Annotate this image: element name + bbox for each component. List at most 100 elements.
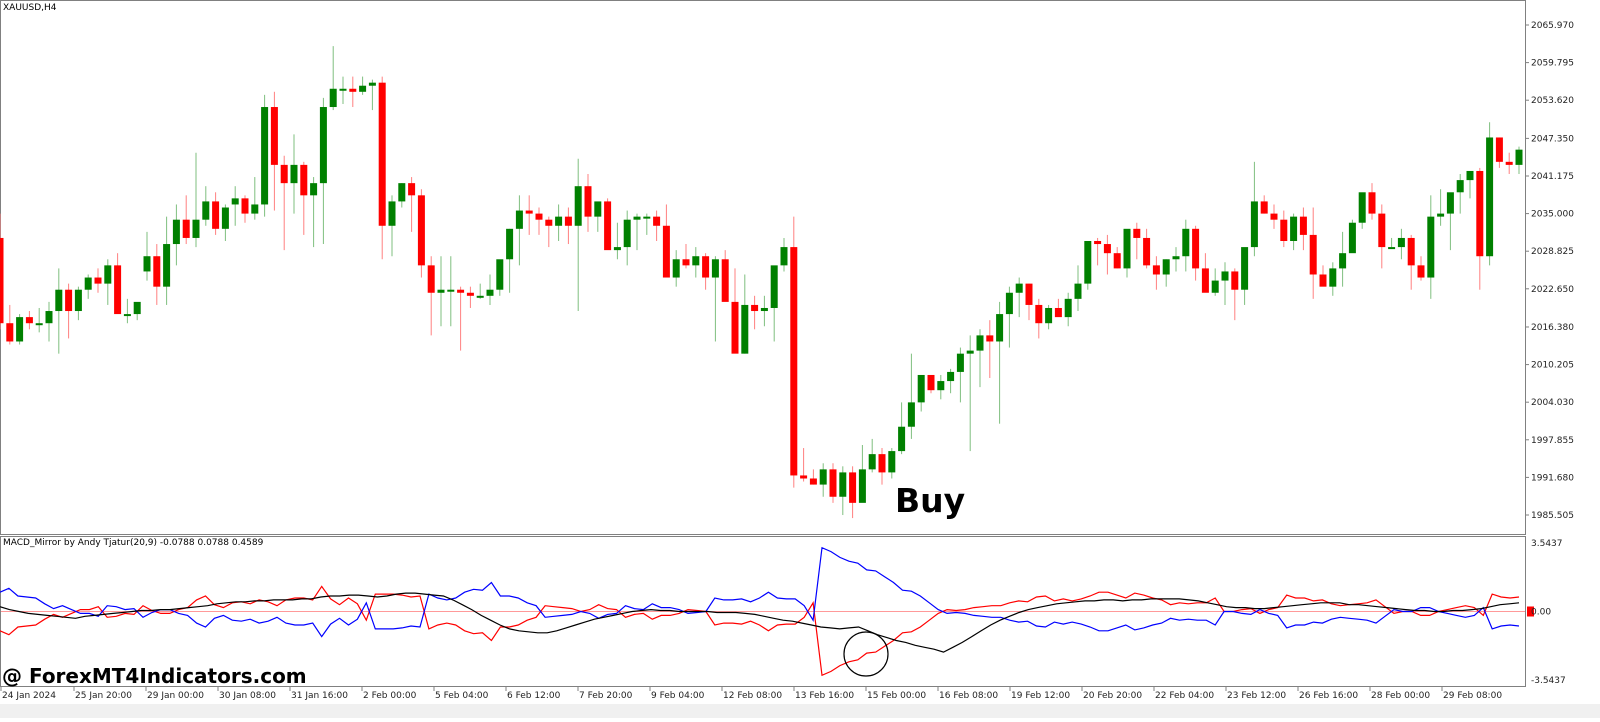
bear-candle — [1495, 137, 1503, 162]
bear-candle — [1270, 213, 1278, 220]
bull-candle — [966, 350, 974, 354]
bull-candle — [1339, 253, 1347, 269]
bull-candle — [613, 247, 621, 251]
bull-candle — [1241, 247, 1249, 290]
bull-candle — [917, 374, 925, 403]
price-tick-label: 1997.855 — [1531, 436, 1574, 446]
bull-candle — [623, 219, 631, 248]
indicator-axis: 3.5437 0.00 -3.5437 — [1527, 539, 1566, 686]
bottom-strip — [0, 704, 1600, 718]
bull-candle — [858, 469, 866, 503]
bear-candle — [270, 107, 278, 165]
candlestick-series — [0, 46, 1523, 519]
bull-candle — [1290, 216, 1298, 241]
crossover-circle-annotation — [843, 631, 889, 677]
bull-candle — [261, 107, 269, 205]
time-tick-label: 9 Feb 04:00 — [651, 691, 705, 701]
bull-candle — [1348, 222, 1356, 254]
bull-candle — [476, 295, 484, 298]
time-tick-label: 15 Feb 00:00 — [867, 691, 926, 701]
bear-candle — [349, 88, 357, 92]
bear-candle — [721, 259, 729, 302]
bear-candle — [1309, 234, 1317, 275]
bull-candle — [496, 259, 504, 290]
bull-candle — [437, 289, 445, 293]
macd_signal-line — [0, 592, 1520, 653]
main-pane-frame — [0, 0, 1526, 535]
indicator-label: MACD_Mirror by Andy Tjatur(20,9) -0.0788… — [3, 538, 264, 548]
bear-candle — [280, 164, 288, 184]
time-tick-label: 13 Feb 16:00 — [795, 691, 854, 701]
bull-candle — [172, 219, 180, 245]
time-tick-label: 29 Feb 08:00 — [1443, 691, 1502, 701]
time-tick-label: 31 Jan 16:00 — [291, 691, 348, 701]
price-tick-label: 2022.650 — [1531, 285, 1574, 295]
bear-candle — [584, 186, 592, 217]
bull-candle — [368, 82, 376, 86]
bear-candle — [1113, 253, 1121, 269]
bear-candle — [1417, 265, 1425, 278]
bear-candle — [1260, 201, 1268, 214]
price-tick-label: 1985.505 — [1531, 511, 1574, 521]
price-tick-label: 2053.620 — [1531, 96, 1574, 106]
bull-candle — [1172, 256, 1180, 260]
bull-candle — [133, 301, 141, 315]
time-tick-label: 7 Feb 20:00 — [579, 691, 633, 701]
bull-candle — [506, 228, 514, 260]
bull-candle — [1221, 271, 1229, 281]
bear-candle — [1054, 307, 1062, 318]
price-tick-label: 2028.825 — [1531, 247, 1574, 257]
bear-candle — [986, 335, 994, 342]
bull-candle — [937, 381, 945, 391]
time-tick-label: 20 Feb 20:00 — [1083, 691, 1142, 701]
price-tick-label: 2047.350 — [1531, 134, 1574, 144]
bull-candle — [947, 371, 955, 382]
price-tick-label: 2010.205 — [1531, 361, 1574, 371]
bull-candle — [1388, 247, 1396, 250]
bear-candle — [751, 304, 759, 312]
bull-candle — [1064, 298, 1072, 318]
bear-candle — [1103, 244, 1111, 254]
indicator-tick-label: -3.5437 — [1531, 676, 1566, 686]
bear-candle — [1094, 240, 1102, 245]
bear-candle — [878, 454, 886, 473]
bull-candle — [839, 472, 847, 497]
bear-candle — [525, 210, 533, 214]
macd_blue-line — [0, 546, 1520, 638]
price-tick-label: 2059.795 — [1531, 59, 1574, 69]
bear-candle — [417, 195, 425, 266]
indicator-tick-label: 0.00 — [1531, 608, 1551, 618]
bear-candle — [1407, 237, 1415, 266]
price-tick-label: 2004.030 — [1531, 398, 1574, 408]
bull-candle — [388, 201, 396, 226]
bull-candle — [1123, 228, 1131, 269]
bull-candle — [1045, 307, 1053, 324]
bull-candle — [1446, 192, 1454, 214]
price-axis: 2065.970 2059.795 2053.620 2047.350 2041.175… — [1525, 21, 1574, 521]
bull-candle — [741, 304, 749, 354]
bull-candle — [633, 216, 641, 220]
macd-lines — [0, 546, 1520, 677]
time-tick-label: 2 Feb 00:00 — [363, 691, 417, 701]
bear-candle — [653, 216, 661, 226]
bear-candle — [6, 323, 14, 342]
indicator-tick-label: 3.5437 — [1531, 539, 1563, 549]
bear-candle — [1505, 161, 1513, 165]
bull-candle — [192, 219, 200, 238]
bull-candle — [976, 335, 984, 351]
bull-candle — [1515, 149, 1523, 165]
bull-candle — [996, 314, 1004, 342]
bear-candle — [65, 289, 73, 312]
bear-candle — [1476, 170, 1484, 257]
bull-candle — [907, 402, 915, 427]
bear-candle — [790, 247, 798, 476]
time-tick-label: 29 Jan 00:00 — [147, 691, 204, 701]
bear-candle — [427, 265, 435, 293]
bull-candle — [329, 88, 337, 108]
bull-candle — [1427, 216, 1435, 278]
bull-candle — [1486, 137, 1494, 257]
bull-candle — [202, 201, 210, 220]
bull-candle — [643, 216, 651, 219]
price-tick-label: 1991.680 — [1531, 473, 1574, 483]
